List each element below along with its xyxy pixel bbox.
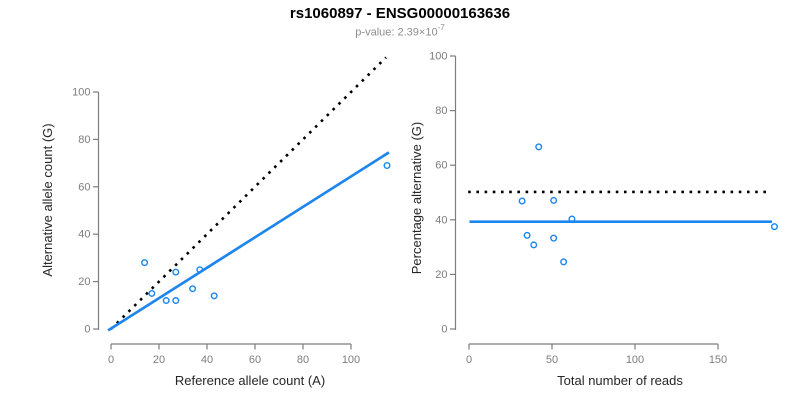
x-tick-label: 50: [546, 354, 558, 366]
data-point: [210, 292, 218, 300]
data-point: [518, 197, 526, 205]
pvalue-text: p-value: 2.39×10: [355, 26, 438, 39]
x-tick-label: 40: [201, 354, 213, 366]
x-tick-label: 0: [108, 354, 114, 366]
data-point: [770, 223, 778, 231]
data-point: [560, 258, 568, 266]
pvalue-subtitle: p-value: 2.39×10-7: [0, 23, 800, 39]
data-point: [162, 297, 170, 305]
data-point: [535, 143, 543, 151]
x-axis-title: Reference allele count (A): [175, 373, 325, 388]
y-tick-label: 40: [435, 214, 447, 226]
x-tick-label: 150: [709, 354, 727, 366]
data-point: [550, 234, 558, 242]
x-tick-label: 0: [466, 354, 472, 366]
data-point: [141, 259, 149, 267]
regression-line: [107, 151, 390, 332]
data-point: [172, 268, 180, 276]
data-point: [523, 231, 531, 239]
data-point: [568, 215, 576, 223]
x-tick-label: 60: [249, 354, 261, 366]
x-tick-label: 100: [342, 354, 360, 366]
data-point: [189, 285, 197, 293]
y-tick-label: 100: [72, 87, 90, 99]
data-point: [383, 161, 391, 169]
allele-counts-plot: 0 20 40 60 80 100 0 20 40 60 80 100 Reference allele…: [40, 56, 391, 388]
percentage-alternative-plot: 0 20 40 60 80 100 0 50 100 150 Total number of rea…: [409, 51, 778, 388]
x-axis-title: Total number of reads: [557, 373, 683, 388]
y-tick-label: 80: [435, 105, 447, 117]
data-point: [530, 241, 538, 249]
y-tick-label: 40: [78, 229, 90, 241]
y-tick-label: 20: [78, 276, 90, 288]
data-point: [148, 289, 156, 297]
y-tick-label: 60: [78, 181, 90, 193]
y-tick-label: 20: [435, 269, 447, 281]
x-tick-label: 20: [153, 354, 165, 366]
data-point: [196, 266, 204, 274]
identity-line: [110, 56, 387, 330]
y-axis-title: Percentage alternative (G): [409, 122, 424, 274]
x-tick-label: 80: [297, 354, 309, 366]
x-tick-label: 100: [626, 354, 644, 366]
y-tick-label: 60: [435, 160, 447, 172]
data-point: [172, 297, 180, 305]
pvalue-exponent: -7: [437, 23, 445, 32]
y-tick-label: 100: [429, 51, 447, 63]
data-point: [550, 196, 558, 204]
y-tick-label: 0: [441, 324, 447, 336]
y-axis-title: Alternative allele count (G): [40, 123, 55, 276]
page-title: rs1060897 - ENSG00000163636: [289, 5, 511, 22]
y-tick-label: 0: [84, 324, 90, 336]
y-tick-label: 80: [78, 134, 90, 146]
